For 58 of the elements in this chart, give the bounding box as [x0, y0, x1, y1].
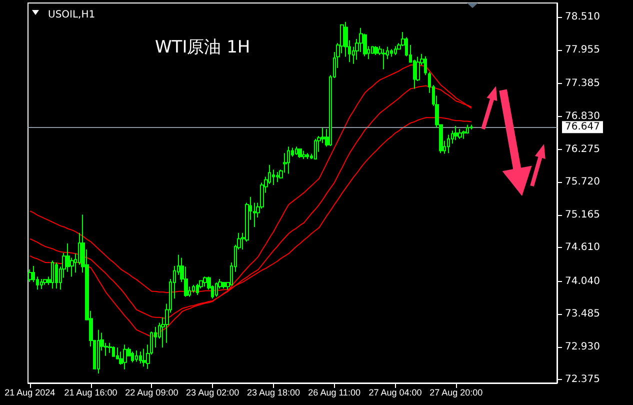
candlestick	[454, 125, 458, 141]
candlestick	[390, 48, 393, 58]
candlestick	[222, 281, 226, 289]
x-tick-label: 21 Aug 2024	[4, 388, 56, 398]
ref-line-label: 76.647	[565, 122, 600, 133]
y-tick-label: 77.955	[565, 44, 600, 56]
candlestick	[43, 278, 47, 286]
y-tick-label: 74.610	[565, 242, 600, 254]
candlestick	[131, 351, 134, 363]
candlestick	[139, 351, 142, 364]
y-tick-label: 72.375	[565, 374, 600, 386]
candlestick	[306, 152, 309, 160]
x-tick-label: 22 Aug 09:00	[125, 388, 178, 398]
y-tick-label: 74.040	[565, 276, 600, 287]
candlestick	[28, 269, 32, 282]
candlestick	[196, 283, 199, 296]
candlestick	[123, 344, 127, 370]
y-tick-label: 75.165	[565, 209, 600, 220]
candlestick	[108, 342, 112, 354]
candlestick	[40, 278, 43, 290]
candlestick	[382, 48, 386, 70]
candlestick	[203, 276, 207, 288]
candlestick	[295, 146, 298, 156]
candlestick	[135, 350, 138, 362]
y-tick-label: 76.830	[565, 110, 600, 122]
candlestick	[215, 282, 218, 298]
y-tick-label: 78.510	[565, 12, 600, 23]
candlestick	[447, 134, 450, 154]
candlestick	[302, 150, 306, 160]
candlestick	[424, 56, 427, 76]
y-tick-label: 75.720	[565, 176, 600, 188]
x-tick-label: 21 Aug 16:00	[64, 388, 118, 398]
x-tick-label: 27 Aug 20:00	[430, 388, 483, 398]
x-tick-label: 23 Aug 02:00	[186, 388, 240, 398]
y-tick-label: 72.930	[565, 341, 600, 352]
y-tick-label: 76.275	[565, 144, 600, 155]
text: USOIL,H1	[48, 10, 96, 20]
candlestick	[272, 169, 275, 186]
candlestick	[112, 346, 115, 357]
x-tick-label: 26 Aug 11:00	[308, 388, 361, 398]
candlestick	[394, 46, 397, 56]
candlestick	[51, 260, 54, 289]
candlestick	[142, 348, 146, 367]
x-tick-label: 23 Aug 18:00	[246, 388, 300, 398]
candlestick	[55, 262, 58, 289]
candlestick	[314, 138, 317, 160]
candlestick	[298, 148, 302, 158]
candlestick	[470, 124, 473, 130]
candlestick	[192, 284, 195, 294]
y-tick-label: 77.385	[565, 78, 600, 90]
y-tick-label: 73.485	[565, 308, 600, 320]
x-tick-label: 27 Aug 04:00	[368, 388, 422, 398]
annotation: WTI原油 1H	[155, 38, 250, 58]
candlestick	[276, 172, 279, 183]
candlestick	[97, 329, 100, 374]
candlestick	[374, 46, 378, 56]
candlestick	[287, 146, 290, 174]
candlestick	[458, 128, 462, 140]
